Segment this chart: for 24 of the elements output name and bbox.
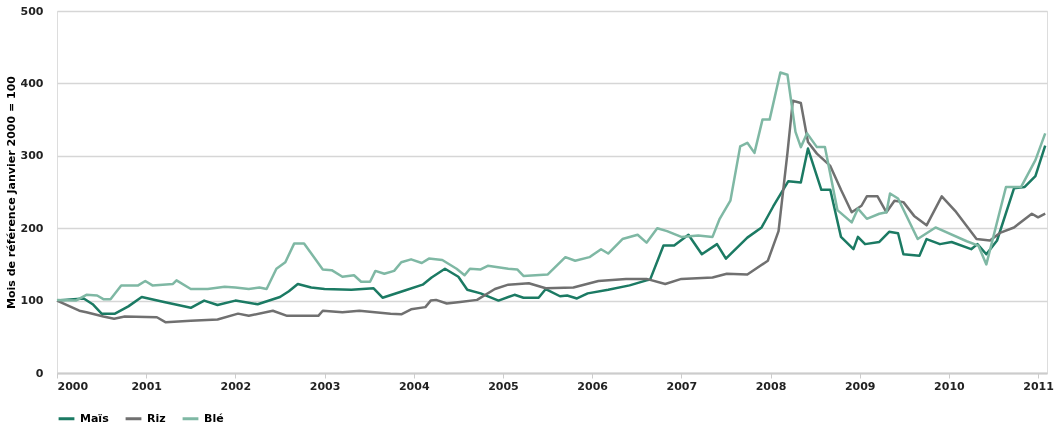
- y-tick-label: 400: [20, 76, 44, 90]
- y-tick-label: 200: [20, 221, 44, 235]
- legend-label: Blé: [204, 411, 224, 425]
- line-series: [55, 99, 1047, 324]
- legend-label: Riz: [147, 411, 166, 425]
- x-tick-label: 2011: [1023, 379, 1054, 393]
- legend-label: Maïs: [80, 411, 110, 425]
- x-tick-label: 2000: [57, 379, 89, 393]
- x-tick-label: 2008: [755, 379, 787, 393]
- y-tick-label: 0: [35, 366, 44, 380]
- y-tick-label: 300: [20, 149, 44, 163]
- x-tick-label: 2006: [577, 379, 609, 393]
- x-tick-label: 2001: [131, 379, 162, 393]
- x-tick-label: 2003: [309, 379, 341, 393]
- y-tick-label: 100: [20, 294, 44, 308]
- x-tick-label: 2009: [844, 379, 876, 393]
- x-tick-label: 2002: [220, 379, 252, 393]
- x-tick-label: 2004: [398, 379, 430, 393]
- x-tick-label: 2005: [488, 379, 519, 393]
- y-axis-title: Mois de référence Janvier 2000 = 100: [4, 75, 18, 309]
- x-tick-label: 2010: [934, 379, 966, 393]
- line-series: [55, 71, 1047, 302]
- y-tick-label: 500: [20, 4, 44, 18]
- x-tick-label: 2007: [666, 379, 698, 393]
